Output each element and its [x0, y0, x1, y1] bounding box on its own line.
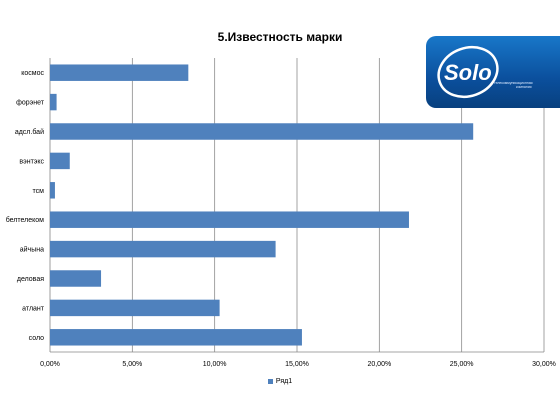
bars [50, 64, 474, 346]
legend-swatch [267, 378, 273, 384]
category-label: атлант [22, 305, 45, 312]
category-label: космос [21, 70, 44, 77]
x-tick-label: 15,00% [285, 361, 309, 368]
bar-9 [50, 329, 302, 346]
bar-5 [50, 211, 409, 228]
bar-4 [50, 182, 55, 199]
legend: Ряд1 [0, 378, 560, 385]
x-tick-label: 25,00% [450, 361, 474, 368]
svg-text:Solo: Solo [444, 60, 492, 85]
bar-6 [50, 240, 276, 258]
solo-logo: Solo телекоммуникационная компания [426, 36, 560, 108]
x-tick-labels: 0,00% 5,00% 10,00% 15,00% 20,00% 25,00% 30,00% [40, 361, 556, 368]
bar-7 [50, 270, 102, 287]
bar-1 [50, 93, 57, 111]
x-tick-label: 0,00% [40, 361, 60, 368]
x-tick-label: 30,00% [532, 361, 556, 368]
category-label: деловая [17, 276, 44, 283]
bar-8 [50, 299, 220, 317]
category-label: форэнет [16, 100, 45, 107]
x-tick-label: 20,00% [367, 361, 391, 368]
category-label: адсл.бай [15, 128, 44, 136]
category-labels: космос форэнет адсл.бай вэнтэкс тсм белтелеко… [6, 70, 45, 342]
category-label: вэнтэкс [19, 158, 44, 165]
svg-text:телекоммуникационная: телекоммуникационная [494, 81, 533, 85]
x-tick-label: 5,00% [122, 361, 142, 368]
chart-title: 5.Известность марки [217, 30, 343, 44]
category-label: соло [29, 335, 44, 342]
category-label: айчына [20, 246, 44, 254]
bar-0 [50, 64, 189, 81]
bar-3 [50, 152, 70, 170]
legend-label: Ряд1 [275, 378, 293, 385]
bar-2 [50, 123, 474, 140]
x-tick-label: 10,00% [203, 361, 227, 368]
svg-text:компания: компания [516, 85, 532, 89]
category-label: белтелеком [6, 216, 44, 224]
category-label: тсм [33, 188, 45, 195]
